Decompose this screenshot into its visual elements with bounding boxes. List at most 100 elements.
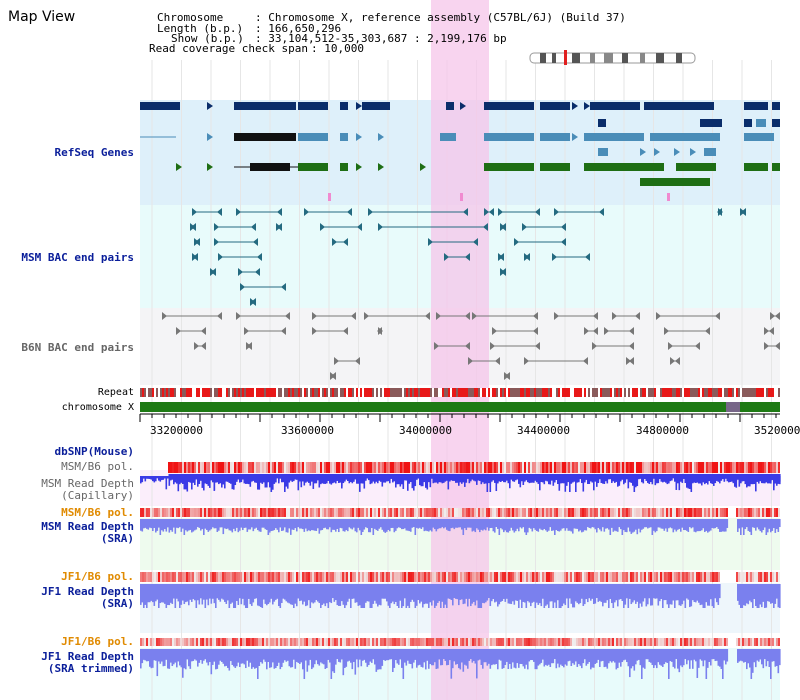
read-depth-bar	[606, 519, 609, 529]
read-depth-bar	[774, 649, 777, 667]
polymorphism-cell	[582, 462, 584, 473]
read-depth-bar	[563, 584, 565, 604]
polymorphism-cell	[388, 508, 390, 517]
track-label-refseq[interactable]: RefSeq Genes	[54, 146, 134, 159]
read-depth-bar	[285, 649, 288, 662]
read-depth-bar	[351, 519, 354, 530]
read-depth-bar	[380, 519, 382, 528]
repeat-block	[664, 388, 666, 397]
track-label-msm-b6-pol-1[interactable]: MSM/B6 pol.	[61, 460, 134, 473]
read-depth-bar	[638, 649, 640, 660]
polymorphism-cell	[414, 572, 416, 582]
track-label-msm-depth-capillary[interactable]: MSM Read Depth	[41, 477, 134, 490]
repeat-block	[728, 388, 730, 397]
polymorphism-cell	[296, 572, 298, 582]
polymorphism-cell	[304, 572, 306, 582]
read-depth-bar	[716, 476, 718, 481]
read-depth-bar	[740, 519, 742, 535]
polymorphism-cell	[594, 572, 596, 582]
read-depth-bar	[696, 584, 699, 601]
gene-feature	[676, 163, 716, 171]
read-depth-bar	[182, 649, 184, 678]
read-depth-bar	[230, 584, 232, 604]
track-label-jf1-b6-pol-1[interactable]: JF1/B6 pol.	[61, 570, 134, 583]
polymorphism-cell	[430, 508, 432, 517]
read-depth-bar	[767, 519, 769, 533]
track-label-jf1-depth-trimmed[interactable]: JF1 Read Depth	[41, 650, 134, 663]
track-label-jf1-b6-pol-2[interactable]: JF1/B6 pol.	[61, 635, 134, 648]
track-label-msm-depth-sra[interactable]: MSM Read Depth	[41, 520, 134, 533]
gene-arrow	[694, 102, 700, 110]
polymorphism-cell	[760, 572, 762, 582]
polymorphism-cell	[752, 638, 754, 646]
read-depth-bar	[665, 476, 667, 483]
polymorphism-cell	[576, 508, 578, 517]
polymorphism-cell	[498, 508, 500, 517]
read-depth-bar	[293, 519, 295, 530]
track-label-jf1-depth-sra[interactable]: JF1 Read Depth	[41, 585, 134, 598]
polymorphism-cell	[384, 638, 386, 646]
polymorphism-cell	[142, 638, 144, 646]
polymorphism-cell	[554, 572, 556, 582]
track-label-b6n-bac[interactable]: B6N BAC end pairs	[21, 341, 134, 354]
track-label-msm-bac[interactable]: MSM BAC end pairs	[21, 251, 134, 264]
repeat-block	[332, 388, 334, 397]
polymorphism-cell	[614, 572, 616, 582]
polymorphism-cell	[290, 638, 292, 646]
read-depth-bar	[326, 476, 328, 481]
read-depth-bar	[224, 476, 226, 489]
polymorphism-cell	[628, 462, 630, 473]
polymorphism-cell	[748, 508, 750, 517]
polymorphism-cell	[400, 572, 402, 582]
polymorphism-cell	[746, 462, 748, 473]
polymorphism-cell	[146, 572, 148, 582]
read-depth-bar	[207, 519, 210, 532]
bac-end	[378, 223, 383, 231]
read-depth-bar	[444, 519, 447, 528]
polymorphism-cell	[284, 572, 286, 582]
read-depth-bar	[635, 519, 637, 530]
read-depth-bar	[143, 649, 145, 660]
read-depth-bar	[743, 584, 745, 606]
read-depth-bar	[747, 476, 750, 487]
read-depth-bar	[215, 584, 217, 608]
read-depth-bar	[497, 649, 499, 670]
read-depth-bar	[716, 519, 718, 528]
polymorphism-cell	[678, 508, 680, 517]
polymorphism-cell	[188, 572, 190, 582]
read-depth-bar	[584, 519, 586, 531]
read-depth-bar	[260, 584, 262, 608]
polymorphism-cell	[266, 572, 268, 582]
read-depth-bar	[266, 649, 268, 670]
polymorphism-cell	[638, 572, 640, 582]
polymorphism-cell	[550, 508, 552, 517]
read-depth-bar	[288, 649, 291, 667]
polymorphism-cell	[638, 508, 640, 517]
polymorphism-cell	[522, 462, 524, 473]
polymorphism-cell	[414, 638, 416, 646]
polymorphism-cell	[276, 572, 278, 582]
read-depth-bar	[348, 476, 351, 480]
read-depth-bar	[366, 649, 369, 667]
track-label-msm-b6-pol-2[interactable]: MSM/B6 pol.	[61, 506, 134, 519]
read-depth-bar	[231, 519, 234, 533]
polymorphism-cell	[590, 508, 592, 517]
polymorphism-cell	[716, 508, 718, 517]
gene-feature	[598, 148, 608, 156]
polymorphism-cell	[720, 638, 722, 646]
polymorphism-cell	[462, 638, 464, 646]
polymorphism-cell	[508, 572, 510, 582]
polymorphism-cell	[296, 638, 298, 646]
read-depth-bar	[444, 584, 447, 605]
polymorphism-cell	[708, 638, 710, 646]
polymorphism-cell	[342, 638, 344, 646]
read-depth-bar	[353, 584, 355, 599]
polymorphism-cell	[740, 462, 742, 473]
read-depth-bar	[546, 649, 549, 666]
repeat-block	[770, 388, 772, 397]
track-label-dbsnp[interactable]: dbSNP(Mouse)	[54, 445, 134, 458]
polymorphism-cell	[722, 462, 724, 473]
read-depth-bar	[305, 476, 307, 483]
read-depth-bar	[465, 584, 468, 599]
